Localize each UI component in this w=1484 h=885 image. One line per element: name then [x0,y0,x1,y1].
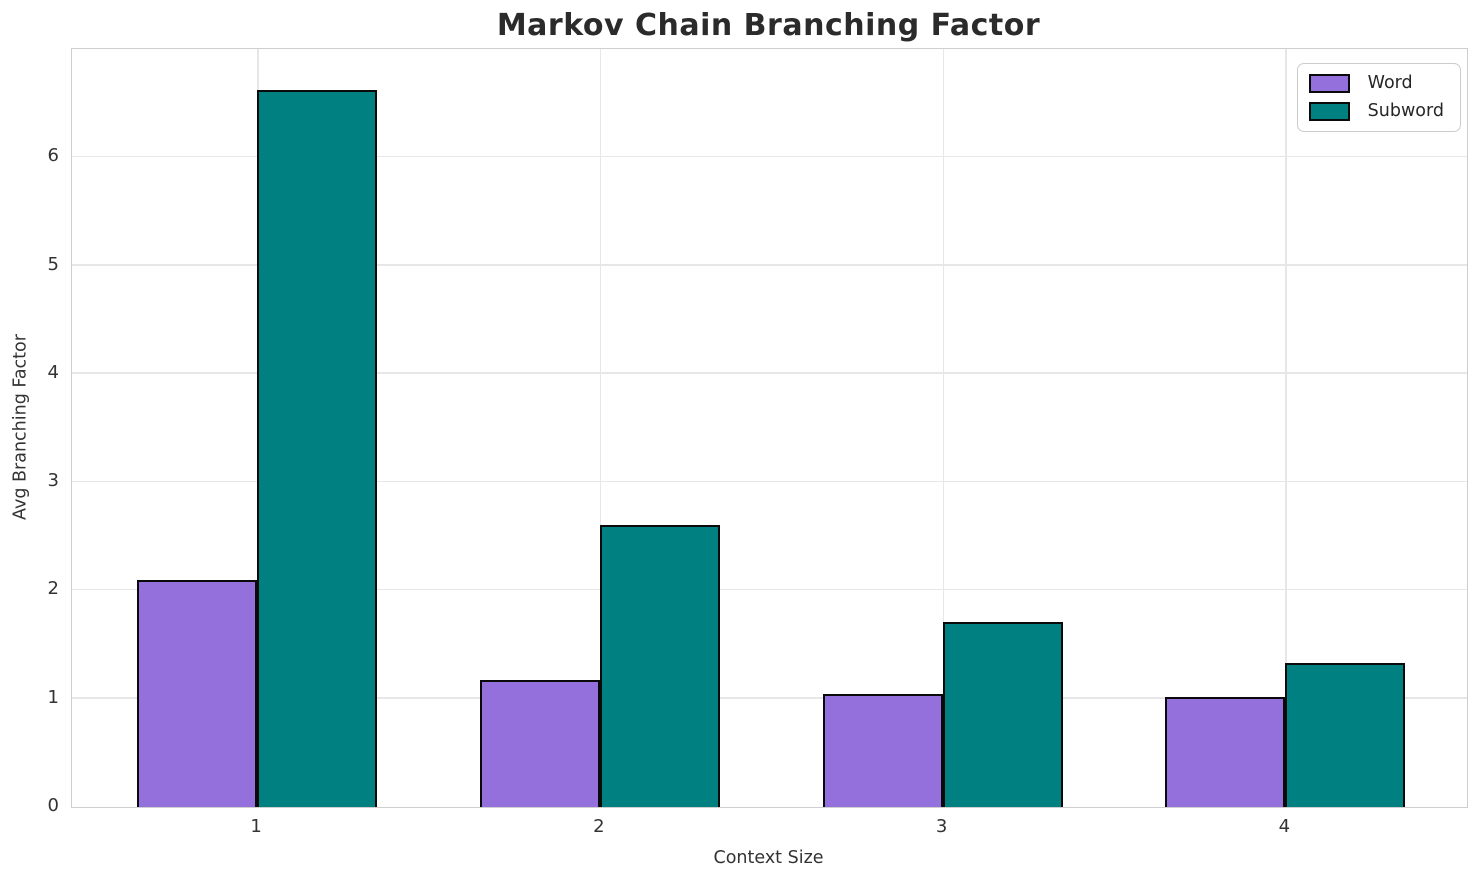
legend-item-subword: Subword [1308,100,1444,121]
bar-subword-1 [257,90,378,807]
h-gridline [72,372,1467,374]
x-tick-label: 3 [935,816,948,837]
plot-area: Word Subword [71,48,1468,808]
h-gridline [72,588,1467,591]
x-tick-label: 2 [593,816,605,837]
y-tick-label: 2 [47,578,59,600]
y-tick-label: 5 [47,253,59,275]
h-gridline [72,264,1467,266]
x-axis-label: Context Size [713,848,824,868]
bar-word-2 [479,680,600,807]
h-gridline [72,480,1467,483]
bar-word-1 [137,579,258,807]
y-tick-label: 0 [47,795,59,816]
bar-subword-2 [599,525,720,807]
x-tick-label: 4 [1278,816,1291,837]
y-tick-label: 6 [47,145,59,167]
v-gridline [942,49,945,807]
y-axis-label: Avg Branching Factor [10,334,31,520]
bar-word-4 [1165,696,1286,807]
legend-swatch-word-icon [1308,74,1350,93]
y-tick-label: 1 [47,686,59,708]
y-tick-label: 4 [47,361,59,383]
bar-subword-3 [942,621,1063,807]
v-gridline [599,49,602,807]
x-tick-label: 1 [250,816,262,837]
legend-item-word: Word [1308,72,1444,93]
chart-title: Markov Chain Branching Factor [496,8,1041,43]
legend-swatch-subword-icon [1308,102,1350,121]
y-tick-label: 3 [47,470,59,492]
legend-label-subword: Subword [1367,100,1444,121]
h-gridline [72,155,1467,158]
bar-subword-4 [1285,662,1406,807]
bar-word-3 [822,694,943,807]
legend: Word Subword [1296,63,1461,132]
v-gridline [1285,49,1287,807]
legend-label-word: Word [1367,72,1413,93]
h-gridline [72,697,1467,699]
